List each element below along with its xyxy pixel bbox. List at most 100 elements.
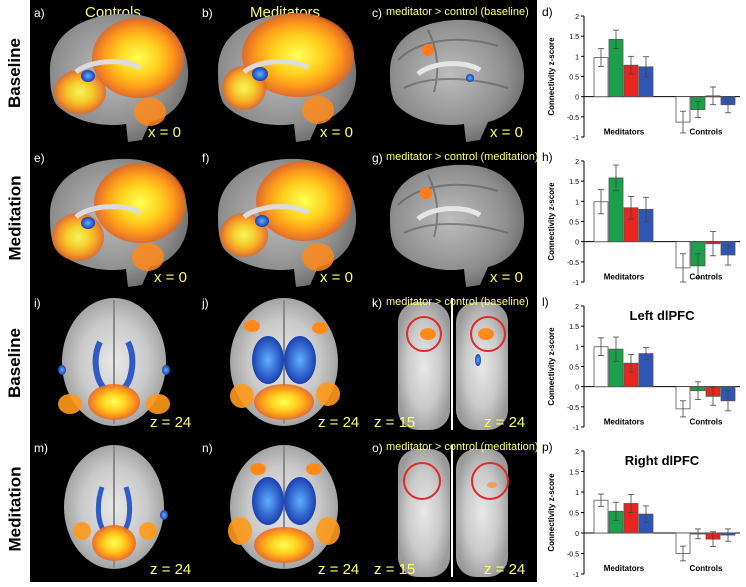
contrast-subtitle: meditator > control (meditation) (386, 151, 537, 163)
axial-brain-image (58, 298, 170, 426)
sagittal-brain-image (218, 13, 357, 143)
panel-letter: g) (372, 151, 383, 165)
axial-brain-image (398, 445, 509, 577)
coordinate-label: x = 0 (148, 124, 181, 141)
panel-f: f) x = 0 (198, 145, 368, 290)
y-tick-label: 2 (575, 449, 579, 456)
panel-a: a) x = 0 (30, 0, 198, 145)
group-label: Meditators (604, 273, 645, 282)
panel-letter: k) (372, 296, 382, 310)
coordinate-label: z = 24 (318, 561, 360, 578)
row-label-meditation-axial: Meditation (5, 466, 24, 551)
y-tick-label: 1.5 (569, 179, 579, 186)
y-tick-label: -1 (573, 135, 579, 142)
panel-letter: l) (542, 295, 549, 309)
panel-letter: f) (202, 151, 210, 165)
sagittal-brain-image (390, 19, 525, 142)
panel-letter: n) (202, 441, 213, 455)
bar-chart-svg: p) Right dlPFC Connectivity z-score 2 1.5 1 0.… (542, 440, 740, 579)
coordinate-label: x = 0 (320, 124, 353, 141)
panel-letter: i) (34, 296, 41, 310)
row-label-baseline-sagittal: Baseline (5, 37, 24, 108)
coordinate-label: z = 24 (150, 561, 192, 578)
panel-j: j) z = 24 (198, 290, 368, 435)
panel-c: c) meditator > control (baseline) x = 0 (368, 0, 537, 145)
coordinate-label: x = 0 (490, 124, 523, 141)
y-tick-label: 1 (575, 344, 579, 351)
coordinate-label-right: z = 24 (484, 561, 526, 578)
coordinate-label-right: z = 24 (484, 414, 526, 431)
y-tick-label: 1 (575, 54, 579, 61)
coordinate-label-left: z = 15 (374, 414, 416, 431)
y-tick-label: 1.5 (569, 324, 579, 331)
row-label-baseline-axial: Baseline (5, 327, 24, 398)
y-tick-label: -0.5 (567, 405, 579, 412)
panel-e: e) x = 0 (30, 145, 198, 290)
axial-brain-image (228, 445, 340, 569)
row-label-meditation-sagittal: Meditation (5, 175, 24, 260)
coordinate-label: x = 0 (490, 269, 523, 286)
panel-n: n) z = 24 (198, 435, 368, 582)
contrast-subtitle: meditator > control (meditation) (386, 441, 537, 453)
y-tick-label: 0.5 (569, 220, 579, 227)
y-tick-label: 1 (575, 199, 579, 206)
chart-h: h) Connectivity z-score 2 1.5 1 0.5 0 -0.5 -1 Med… (538, 145, 746, 290)
group-label: Controls (690, 128, 723, 137)
sagittal-brain-image (50, 13, 189, 143)
panel-letter: d) (542, 5, 553, 19)
panel-letter: a) (34, 6, 45, 20)
y-axis-label: Connectivity z-score (547, 37, 556, 116)
group-label: Meditators (604, 418, 645, 427)
y-tick-label: 1 (575, 490, 579, 497)
group-label: Meditators (604, 128, 645, 137)
y-axis-label: Connectivity z-score (547, 473, 556, 552)
group-label: Controls (690, 273, 723, 282)
y-tick-label: -1 (573, 280, 579, 287)
y-tick-label: 0 (575, 240, 579, 247)
panel-letter: p) (542, 440, 553, 454)
axial-brain-image (398, 298, 508, 430)
contrast-subtitle: meditator > control (baseline) (386, 296, 529, 308)
bar-chart-svg: h) Connectivity z-score 2 1.5 1 0.5 0 -0.5 -1 Med… (542, 150, 740, 287)
sagittal-brain-image (390, 164, 525, 287)
chart-l: l) Left dlPFC Connectivity z-score 2 1.5 1 0.5… (538, 290, 746, 435)
y-tick-label: 0.5 (569, 511, 579, 518)
bar-chart-svg: l) Left dlPFC Connectivity z-score 2 1.5 1 0.5… (542, 295, 740, 432)
panel-k: k) meditator > control (baseline) z = 15… (368, 290, 537, 435)
panel-g: g) meditator > control (meditation) x = … (368, 145, 537, 290)
panel-m: m) z = 24 (30, 435, 198, 582)
y-tick-label: 0.5 (569, 365, 579, 372)
y-tick-label: -0.5 (567, 260, 579, 267)
coordinate-label: z = 24 (318, 414, 360, 431)
y-tick-label: 2 (575, 159, 579, 166)
panel-letter: j) (202, 296, 209, 310)
y-tick-label: 1.5 (569, 470, 579, 477)
panel-letter: m) (34, 441, 48, 455)
coordinate-label: x = 0 (154, 269, 187, 286)
y-tick-label: 0 (575, 531, 579, 538)
sagittal-brain-image (218, 158, 357, 287)
panel-o: o) meditator > control (meditation) z = … (368, 435, 537, 582)
chart-d: d) Connectivity z-score 2 1.5 1 0.5 0 -0.5 -1 Med… (538, 0, 746, 145)
axial-brain-image (230, 298, 340, 426)
panel-letter: h) (542, 150, 553, 164)
axial-brain-image (64, 445, 168, 569)
y-tick-label: 2 (575, 304, 579, 311)
coordinate-label: z = 24 (150, 414, 192, 431)
panel-i: i) z = 24 (30, 290, 198, 435)
chart-title: Left dlPFC (630, 308, 696, 323)
sagittal-brain-image (50, 158, 189, 287)
y-tick-label: -1 (573, 425, 579, 432)
panel-letter: e) (34, 151, 45, 165)
y-tick-label: 0 (575, 385, 579, 392)
y-axis-label: Connectivity z-score (547, 182, 556, 261)
chart-p: p) Right dlPFC Connectivity z-score 2 1.5 1 0.… (538, 435, 746, 582)
chart-title: Right dlPFC (625, 453, 700, 468)
y-tick-label: 1.5 (569, 34, 579, 41)
y-tick-label: 0 (575, 95, 579, 102)
bar-chart-svg: d) Connectivity z-score 2 1.5 1 0.5 0 -0.5 -1 Med… (542, 5, 740, 142)
y-tick-label: 0.5 (569, 75, 579, 82)
y-axis-label: Connectivity z-score (547, 327, 556, 406)
panel-b: b) x = 0 (198, 0, 368, 145)
y-tick-label: -1 (573, 572, 579, 579)
